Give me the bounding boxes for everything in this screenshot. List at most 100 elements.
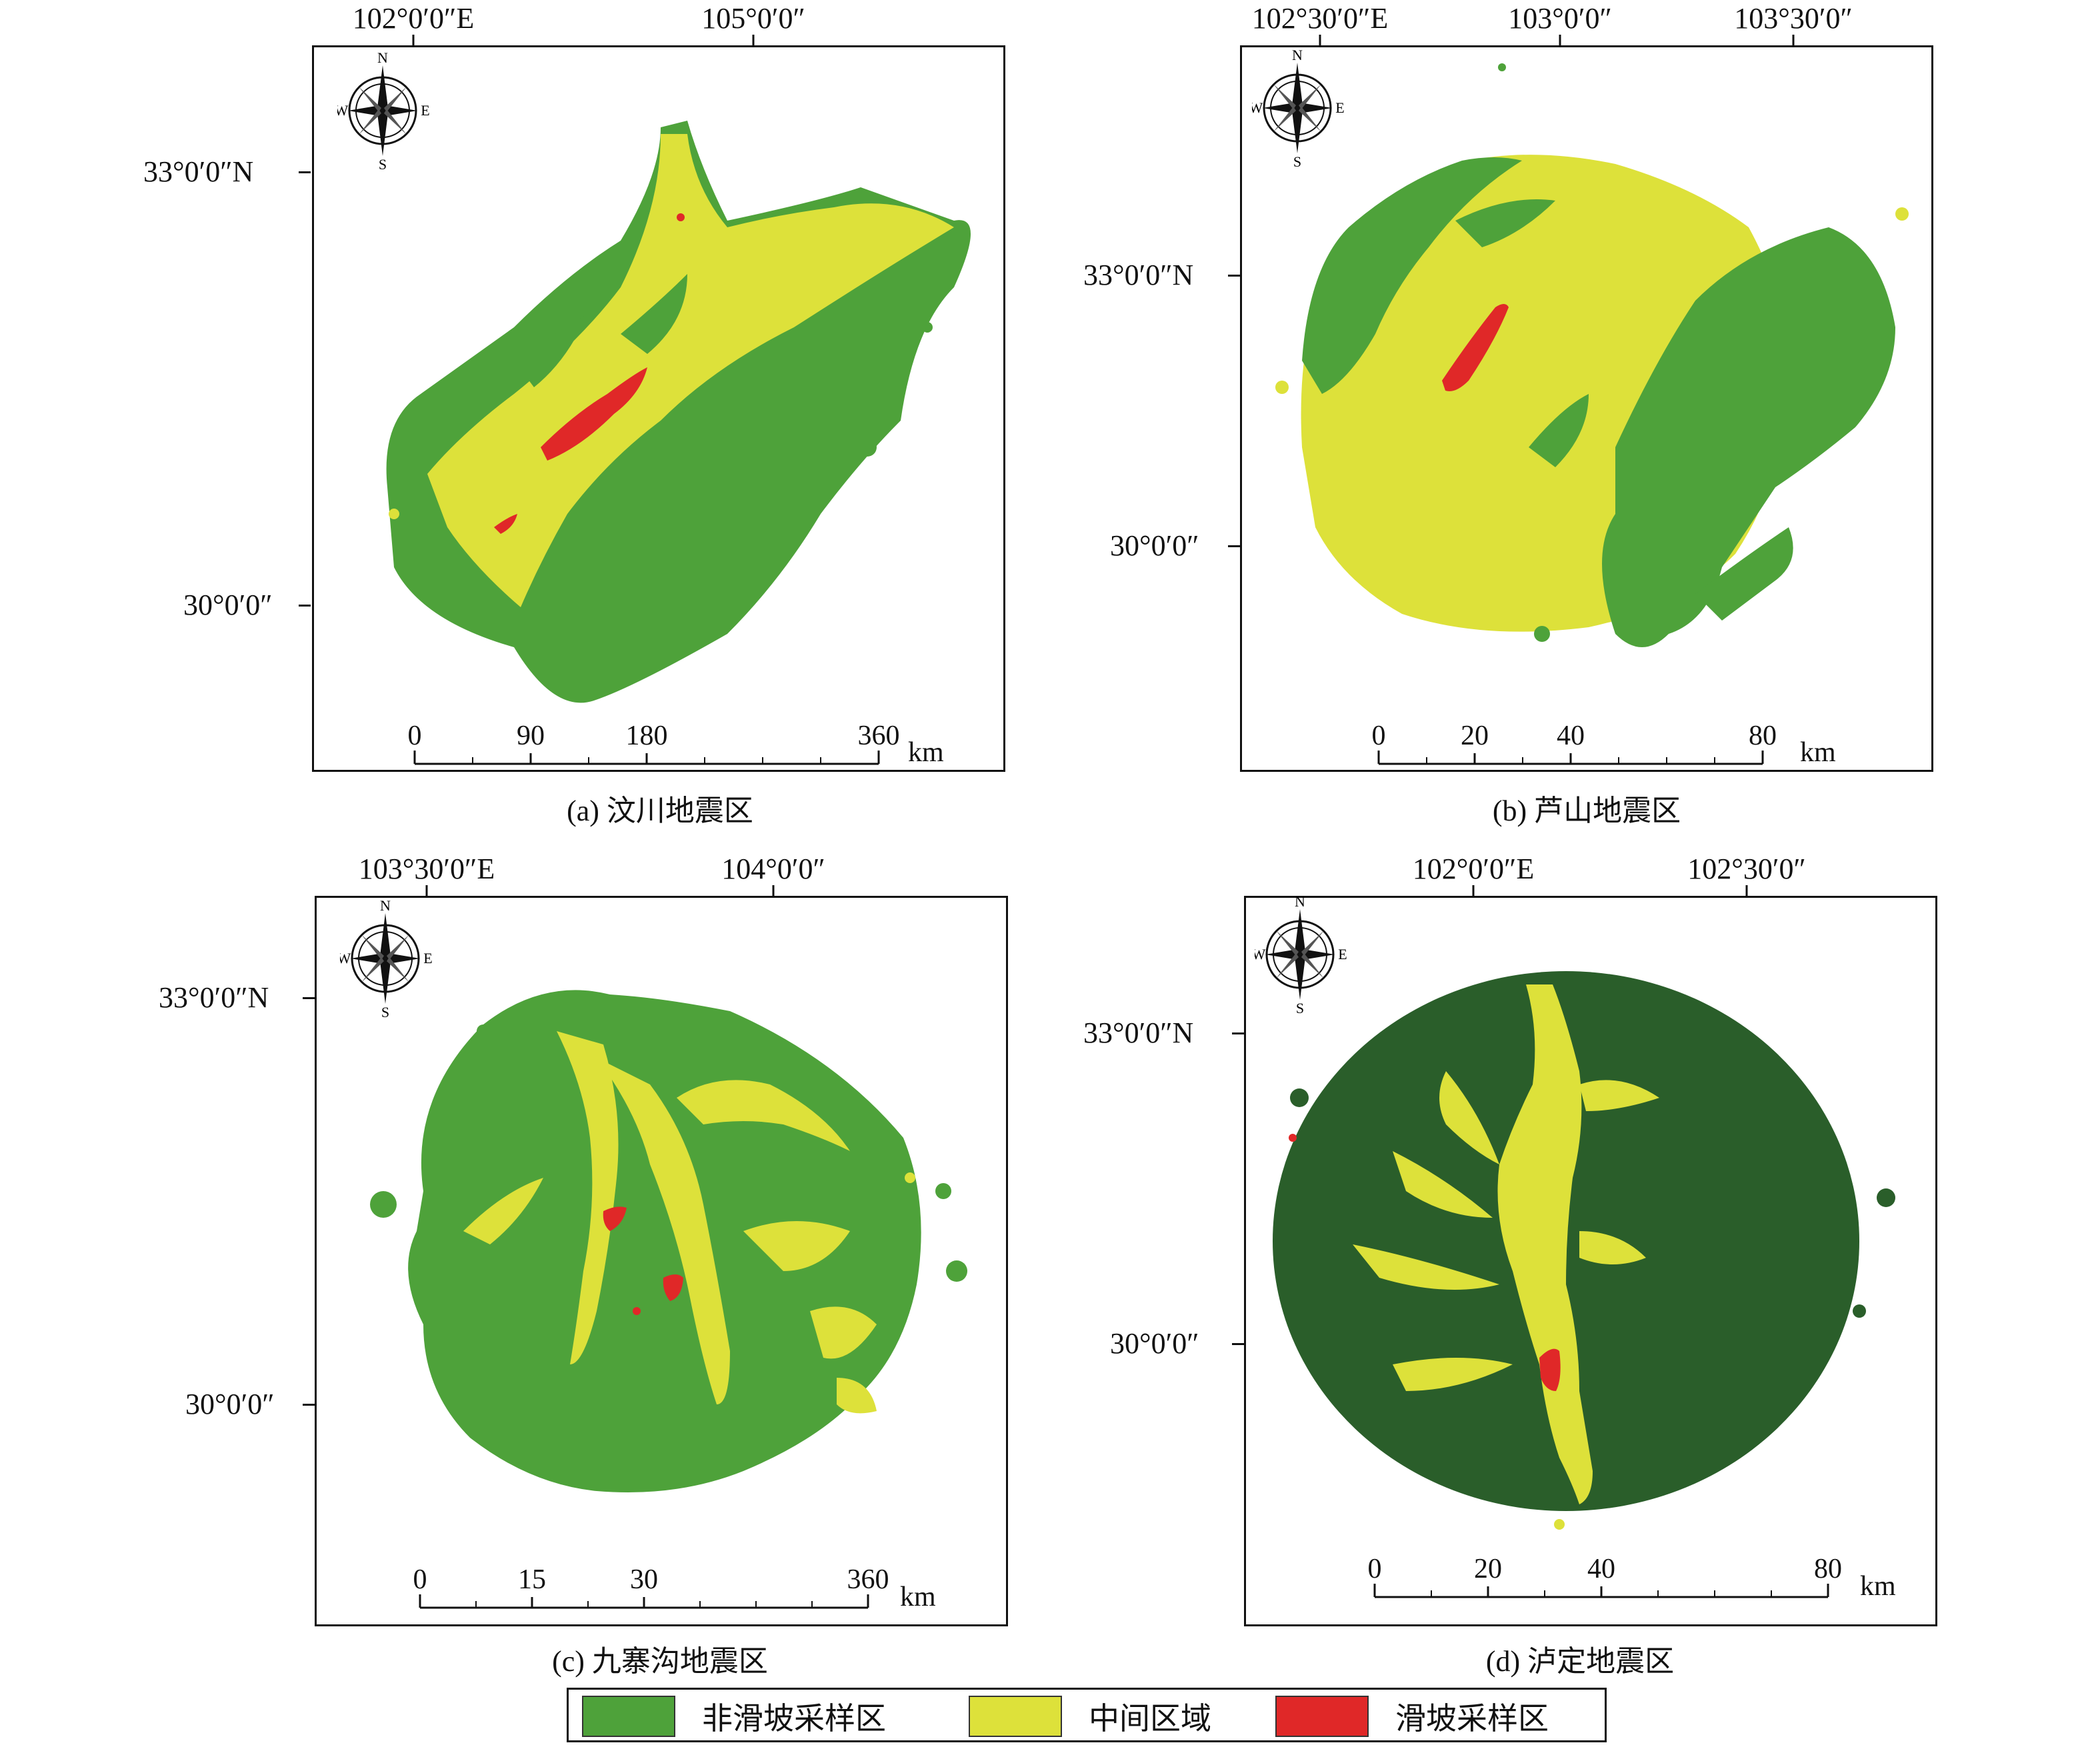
legend: 非滑坡采样区 中间区域 滑坡采样区 xyxy=(567,1688,1607,1742)
intermediate-zone xyxy=(427,134,954,607)
scale-tick-label: 360 xyxy=(857,721,900,751)
intermediate-zone xyxy=(1393,1358,1513,1391)
intermediate-zone xyxy=(1497,984,1593,1504)
scale-tick-label: 40 xyxy=(1587,1554,1615,1584)
compass-w: W xyxy=(340,950,351,966)
intermediate-zone xyxy=(1353,1244,1499,1290)
luding-zone-map xyxy=(1273,971,1895,1530)
landslide-zone xyxy=(494,514,517,534)
scale-tick-label: 80 xyxy=(1814,1554,1842,1584)
landslide-zone xyxy=(677,213,685,221)
lat-label: 33°0′0″N xyxy=(1083,259,1194,291)
panel-caption: (d) 泸定地震区 xyxy=(1485,1645,1675,1678)
scale-bar xyxy=(419,1594,869,1609)
intermediate-patch xyxy=(905,1172,915,1183)
map-frame xyxy=(1240,45,1933,772)
compass-e: E xyxy=(423,950,432,966)
map-frame xyxy=(315,896,1008,1626)
lon-label: 103°30′0″ xyxy=(1734,2,1853,35)
non-landslide-zone xyxy=(1302,157,1522,394)
non-landslide-patch xyxy=(477,1024,490,1038)
panel-caption: (c) 九寨沟地震区 xyxy=(552,1645,768,1678)
map-frame xyxy=(1244,896,1937,1626)
panel-caption: (b) 芦山地震区 xyxy=(1492,795,1681,827)
scale-tick-label: 360 xyxy=(847,1564,889,1595)
lon-label: 103°30′0″E xyxy=(358,853,495,885)
compass-n: N xyxy=(377,51,388,66)
lon-label: 102°30′0″ xyxy=(1687,853,1806,885)
scale-unit: km xyxy=(900,1582,936,1612)
compass-w: W xyxy=(1252,99,1263,116)
lat-label: 33°0′0″N xyxy=(143,155,254,188)
non-landslide-patch xyxy=(881,414,894,427)
lon-tick xyxy=(772,885,775,897)
legend-label: 滑坡采样区 xyxy=(1395,1702,1549,1736)
lon-tick xyxy=(1559,35,1561,47)
intermediate-patch xyxy=(389,509,399,519)
intermediate-zone xyxy=(597,1058,730,1404)
non-landslide-patch xyxy=(922,322,933,333)
lat-tick xyxy=(303,1404,315,1406)
intermediate-patch xyxy=(1554,1519,1565,1530)
compass-e: E xyxy=(421,102,429,119)
intermediate-zone xyxy=(1579,1080,1659,1111)
scale-tick-label: 40 xyxy=(1557,721,1585,751)
scale-tick-label: 80 xyxy=(1749,721,1777,751)
landslide-zone xyxy=(663,1274,683,1301)
non-landslide-zone xyxy=(1602,227,1895,647)
lat-label: 33°0′0″N xyxy=(159,981,269,1014)
lat-tick xyxy=(303,997,315,999)
lon-tick xyxy=(425,885,428,897)
compass-rose-icon: N S W E xyxy=(340,898,433,1018)
jiuzhaigou-zone-map xyxy=(370,990,967,1492)
intermediate-zone xyxy=(1439,1071,1499,1164)
non-landslide-patch xyxy=(1455,199,1555,247)
compass-rose-icon: N S W E xyxy=(1255,894,1347,1014)
legend-swatch xyxy=(1275,1696,1369,1737)
lat-label: 30°0′0″ xyxy=(1110,529,1199,562)
scale-tick-label: 0 xyxy=(407,721,422,751)
compass-s: S xyxy=(1296,1000,1304,1014)
scale-tick-label: 15 xyxy=(518,1564,546,1595)
lon-label: 102°30′0″E xyxy=(1251,2,1389,35)
scale-bar xyxy=(1377,751,1764,765)
legend-item-intermediate: 中间区域 xyxy=(969,1690,1211,1743)
intermediate-zone xyxy=(1579,1231,1646,1264)
legend-item-landslide: 滑坡采样区 xyxy=(1275,1690,1549,1743)
lon-tick xyxy=(1792,35,1795,47)
wenchuan-zone-map xyxy=(386,121,971,703)
scale-tick-label: 0 xyxy=(413,1564,427,1595)
lushan-zone-map xyxy=(1275,63,1909,647)
legend-label: 非滑坡采样区 xyxy=(702,1702,886,1736)
landslide-zone xyxy=(633,1307,641,1315)
intermediate-zone xyxy=(677,1080,850,1151)
compass-e: E xyxy=(1338,946,1347,962)
intermediate-zone xyxy=(557,1031,619,1364)
non-landslide-patch xyxy=(621,274,687,354)
non-landslide-patch xyxy=(858,438,877,457)
lat-label: 30°0′0″ xyxy=(183,589,273,621)
scale-bar xyxy=(413,751,880,765)
lat-label: 30°0′0″ xyxy=(185,1388,275,1420)
intermediate-zone xyxy=(743,1221,850,1271)
non-landslide-patch xyxy=(1534,626,1550,642)
compass-s: S xyxy=(381,1004,389,1018)
scale-tick-label: 90 xyxy=(517,721,545,751)
scale-tick-label: 20 xyxy=(1461,721,1489,751)
scale-tick-label: 0 xyxy=(1371,721,1386,751)
lat-tick xyxy=(1228,545,1240,547)
lat-label: 33°0′0″N xyxy=(1083,1016,1194,1049)
lat-label: 30°0′0″ xyxy=(1110,1327,1199,1360)
compass-s: S xyxy=(379,156,387,171)
landslide-zone xyxy=(1289,1134,1297,1142)
non-landslide-patch xyxy=(370,1191,397,1218)
lat-tick xyxy=(299,171,311,173)
non-landslide-patch xyxy=(1529,394,1589,467)
scale-tick-label: 0 xyxy=(1367,1554,1382,1584)
lon-tick xyxy=(1319,35,1321,47)
non-landslide-patch xyxy=(514,314,587,387)
intermediate-zone xyxy=(837,1378,877,1414)
legend-label: 中间区域 xyxy=(1089,1702,1211,1736)
intermediate-patch xyxy=(1895,207,1909,221)
map-frame xyxy=(312,45,1005,772)
